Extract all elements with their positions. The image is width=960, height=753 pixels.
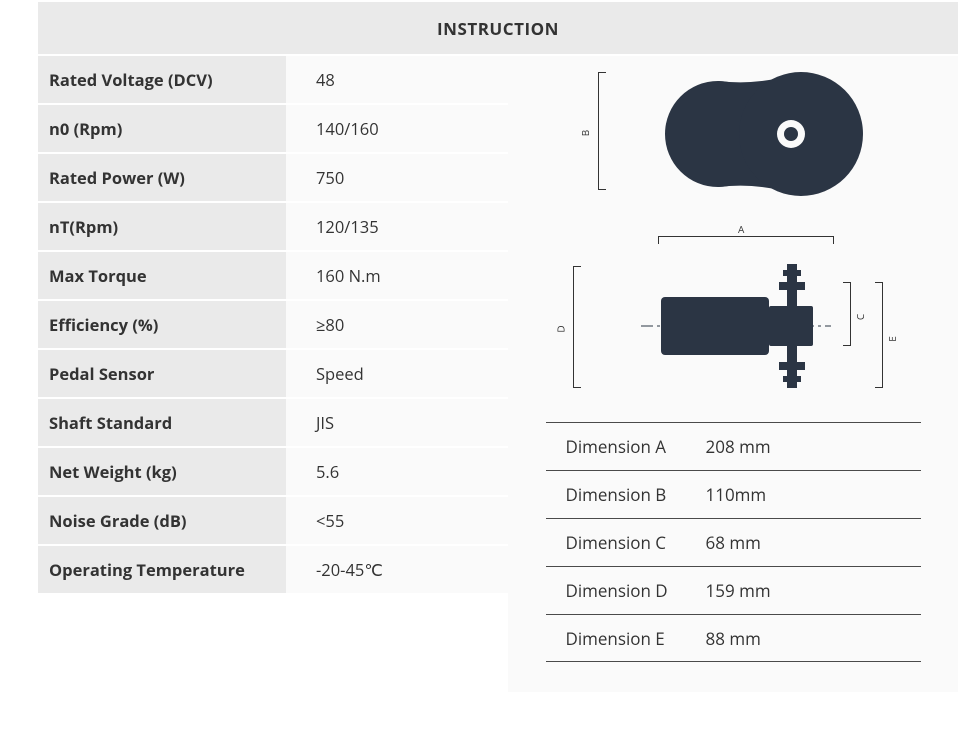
spec-value: 5.6 [286, 448, 508, 495]
spec-value: 160 N.m [286, 252, 508, 299]
dim-label: Dimension B [546, 483, 706, 506]
spec-value: 120/135 [286, 203, 508, 250]
diagram-column: B A D [508, 56, 958, 692]
spec-value: 140/160 [286, 105, 508, 152]
diagram-side-view: D C E [543, 262, 923, 402]
bracket-e-icon [875, 282, 883, 388]
spec-row: Rated Power (W) 750 [38, 154, 508, 201]
dim-value: 88 mm [706, 627, 921, 650]
bracket-a-icon [658, 236, 834, 244]
spec-label: nT(Rpm) [38, 203, 286, 250]
content-area: Rated Voltage (DCV) 48 n0 (Rpm) 140/160 … [38, 54, 958, 692]
section-title: INSTRUCTION [38, 2, 958, 54]
spec-label: Max Torque [38, 252, 286, 299]
spec-row: Noise Grade (dB) <55 [38, 497, 508, 544]
spacer-top-icon [779, 282, 805, 290]
diagram-top-view: B [568, 66, 898, 206]
diagram-a-bracket: A [568, 222, 898, 246]
bracket-d-icon [573, 266, 581, 388]
dim-value: 208 mm [706, 435, 921, 458]
specs-table: Rated Voltage (DCV) 48 n0 (Rpm) 140/160 … [38, 54, 508, 593]
spec-label: n0 (Rpm) [38, 105, 286, 152]
spec-value: -20-45℃ [286, 546, 508, 593]
spec-label: Efficiency (%) [38, 301, 286, 348]
spec-row: n0 (Rpm) 140/160 [38, 105, 508, 152]
dim-letter-e: E [885, 336, 899, 342]
dim-letter-a: A [738, 222, 744, 236]
bracket-c-icon [843, 282, 851, 346]
dim-value: 159 mm [706, 579, 921, 602]
spec-row: nT(Rpm) 120/135 [38, 203, 508, 250]
cap-top-icon [783, 270, 801, 276]
spec-label: Noise Grade (dB) [38, 497, 286, 544]
spec-value: 750 [286, 154, 508, 201]
spec-row: Operating Temperature -20-45℃ [38, 546, 508, 593]
dim-row: Dimension C 68 mm [546, 518, 921, 566]
dim-value: 68 mm [706, 531, 921, 554]
dim-value: 110mm [706, 483, 921, 506]
cap-bottom-icon [783, 376, 801, 382]
spec-row: Efficiency (%) ≥80 [38, 301, 508, 348]
spec-value: JIS [286, 399, 508, 446]
dim-row: Dimension A 208 mm [546, 422, 921, 470]
spec-label: Net Weight (kg) [38, 448, 286, 495]
spacer-bottom-icon [779, 362, 805, 370]
spec-row: Rated Voltage (DCV) 48 [38, 56, 508, 103]
dim-letter-c: C [853, 314, 867, 320]
spec-label: Shaft Standard [38, 399, 286, 446]
spec-row: Net Weight (kg) 5.6 [38, 448, 508, 495]
spec-value: 48 [286, 56, 508, 103]
spec-row: Pedal Sensor Speed [38, 350, 508, 397]
dim-label: Dimension A [546, 435, 706, 458]
spec-label: Pedal Sensor [38, 350, 286, 397]
spec-label: Rated Voltage (DCV) [38, 56, 286, 103]
dim-row: Dimension B 110mm [546, 470, 921, 518]
bracket-b-icon [598, 72, 606, 190]
spec-value: ≥80 [286, 301, 508, 348]
dim-row: Dimension E 88 mm [546, 614, 921, 662]
dim-letter-b: B [578, 130, 592, 136]
spec-value: <55 [286, 497, 508, 544]
spec-row: Shaft Standard JIS [38, 399, 508, 446]
spec-value: Speed [286, 350, 508, 397]
spec-label: Operating Temperature [38, 546, 286, 593]
dim-label: Dimension D [546, 579, 706, 602]
dim-row: Dimension D 159 mm [546, 566, 921, 614]
dim-label: Dimension C [546, 531, 706, 554]
axle-inner-icon [784, 127, 798, 141]
dim-label: Dimension E [546, 627, 706, 650]
spec-label: Rated Power (W) [38, 154, 286, 201]
dimensions-table: Dimension A 208 mm Dimension B 110mm Dim… [546, 422, 921, 662]
dim-letter-d: D [554, 325, 568, 332]
spec-row: Max Torque 160 N.m [38, 252, 508, 299]
